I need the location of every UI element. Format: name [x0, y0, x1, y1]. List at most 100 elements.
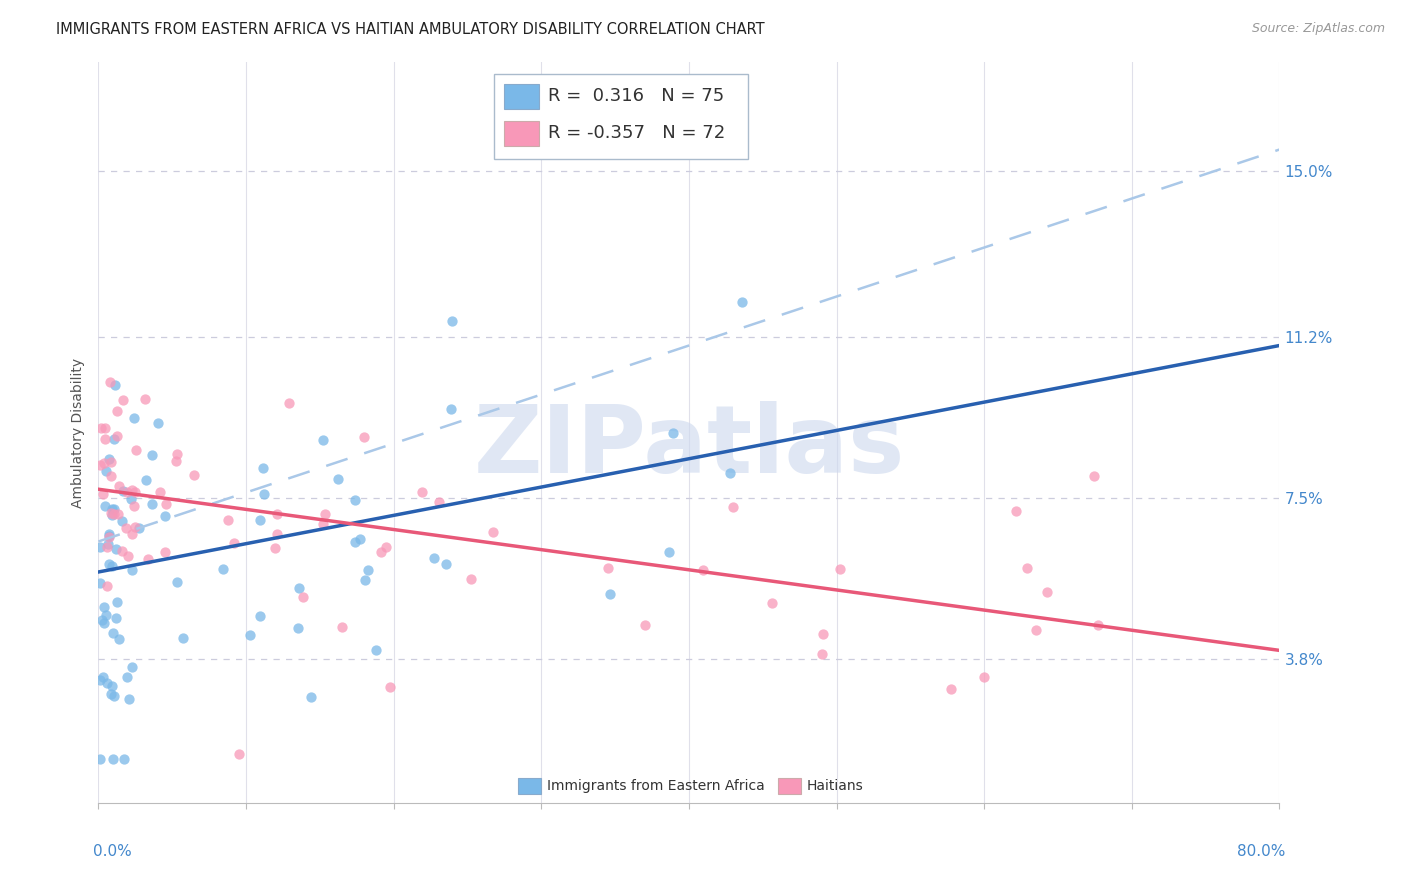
Point: [135, 473, 157, 487]
Point: [124, 484, 146, 499]
Point: [1087, 617, 1109, 632]
Point: [89, 458, 111, 472]
Point: [93, 421, 115, 435]
Point: [128, 521, 150, 535]
Point: [93, 457, 115, 471]
Point: [94, 432, 117, 446]
Point: [89, 673, 111, 687]
Point: [434, 557, 457, 571]
Point: [97, 526, 120, 541]
Point: [658, 545, 681, 559]
Point: [761, 596, 783, 610]
Point: [278, 396, 301, 410]
Point: [249, 608, 271, 623]
Point: [172, 631, 194, 645]
Point: [312, 516, 335, 531]
Point: [166, 575, 188, 590]
Point: [217, 513, 239, 527]
Point: [96, 676, 118, 690]
FancyBboxPatch shape: [494, 73, 748, 159]
Point: [718, 466, 741, 480]
Point: [103, 502, 125, 516]
Point: [124, 520, 146, 534]
Point: [692, 563, 714, 577]
Point: [153, 508, 176, 523]
Point: [97, 452, 120, 467]
Point: [91, 487, 114, 501]
Point: [811, 647, 834, 661]
Point: [100, 468, 122, 483]
Point: [96, 541, 118, 555]
Point: [222, 536, 245, 550]
Point: [111, 392, 134, 407]
Point: [120, 492, 142, 507]
Point: [973, 670, 995, 684]
Point: [103, 432, 125, 446]
Point: [96, 579, 118, 593]
Point: [89, 541, 111, 555]
Text: IMMIGRANTS FROM EASTERN AFRICA VS HAITIAN AMBULATORY DISABILITY CORRELATION CHAR: IMMIGRANTS FROM EASTERN AFRICA VS HAITIA…: [56, 22, 765, 37]
Text: Source: ZipAtlas.com: Source: ZipAtlas.com: [1251, 22, 1385, 36]
Point: [111, 514, 134, 528]
Point: [134, 392, 156, 406]
Point: [299, 690, 322, 704]
Point: [291, 590, 314, 604]
Point: [100, 455, 122, 469]
Point: [97, 537, 120, 551]
Point: [94, 464, 117, 478]
Point: [460, 573, 482, 587]
Point: [440, 314, 463, 328]
Point: [125, 442, 148, 457]
Point: [264, 541, 287, 556]
Point: [811, 627, 834, 641]
Point: [411, 484, 433, 499]
Point: [731, 294, 754, 309]
Point: [136, 551, 159, 566]
Point: [155, 497, 177, 511]
Point: [115, 484, 138, 499]
Point: [146, 416, 169, 430]
Point: [599, 587, 621, 601]
Point: [93, 670, 115, 684]
Point: [312, 433, 335, 447]
Point: [429, 494, 451, 508]
Point: [344, 492, 367, 507]
Point: [266, 508, 288, 522]
Point: [343, 535, 366, 549]
Y-axis label: Ambulatory Disability: Ambulatory Disability: [72, 358, 86, 508]
Point: [141, 448, 163, 462]
Point: [330, 619, 353, 633]
FancyBboxPatch shape: [778, 778, 801, 794]
Point: [364, 642, 387, 657]
Point: [423, 551, 446, 566]
Point: [941, 681, 963, 696]
Point: [107, 508, 129, 522]
Point: [100, 502, 122, 516]
Point: [105, 404, 128, 418]
FancyBboxPatch shape: [503, 84, 538, 109]
Point: [103, 507, 125, 521]
Point: [107, 479, 129, 493]
Point: [252, 461, 274, 475]
Point: [105, 429, 128, 443]
Point: [104, 378, 127, 392]
Point: [93, 599, 115, 614]
Point: [1017, 561, 1039, 575]
Point: [634, 618, 657, 632]
Point: [380, 681, 402, 695]
Text: 80.0%: 80.0%: [1237, 844, 1285, 858]
Text: R = -0.357   N = 72: R = -0.357 N = 72: [548, 124, 725, 142]
Point: [370, 545, 392, 559]
Point: [97, 557, 120, 571]
Point: [90, 613, 112, 627]
FancyBboxPatch shape: [517, 778, 541, 794]
FancyBboxPatch shape: [503, 121, 538, 146]
Point: [117, 549, 139, 563]
Text: ZIPatlas: ZIPatlas: [474, 401, 904, 493]
Point: [239, 628, 262, 642]
Point: [105, 595, 128, 609]
Point: [112, 752, 135, 766]
Point: [228, 747, 250, 761]
Point: [357, 563, 380, 577]
Point: [165, 454, 187, 468]
